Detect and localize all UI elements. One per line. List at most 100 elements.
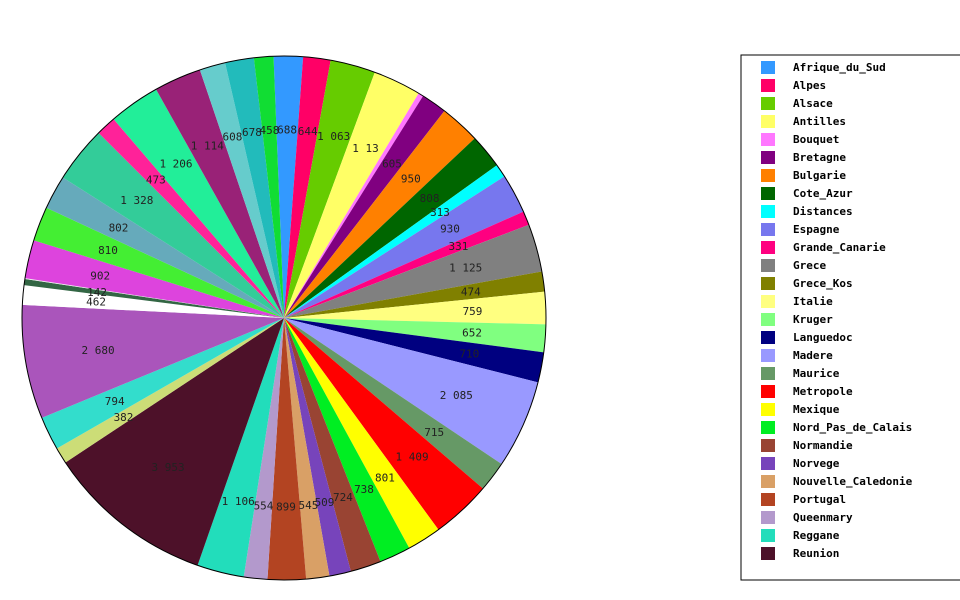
pie-slice	[199, 62, 284, 319]
pie-slices	[21, 55, 547, 581]
pie-slice	[56, 318, 284, 463]
legend-swatch	[761, 403, 775, 416]
slice-label: 950	[401, 172, 421, 185]
legend-label: Grece	[793, 259, 826, 272]
pie-slice	[284, 95, 445, 319]
slice-label: 474	[461, 286, 481, 299]
legend-swatch	[761, 295, 775, 308]
legend-label: Kruger	[793, 313, 833, 326]
legend-swatch	[761, 151, 775, 164]
slice-label: 724	[333, 491, 353, 504]
legend-swatch	[761, 331, 775, 344]
slice-label: 605	[382, 157, 402, 170]
legend-label: Antilles	[793, 115, 846, 128]
slice-label: 738	[354, 483, 374, 496]
slice-label: 3 953	[152, 461, 185, 474]
pie-slice	[156, 69, 284, 319]
slice-label: 899	[276, 501, 296, 514]
legend-label: Mexique	[793, 403, 840, 416]
pie-slice	[284, 318, 483, 530]
pie-slice	[284, 271, 545, 318]
legend-label: Alsace	[793, 97, 833, 110]
legend-label: Bretagne	[793, 151, 846, 164]
pie-outline	[21, 55, 547, 581]
slice-label: 2 085	[440, 389, 473, 402]
legend-label: Bulgarie	[793, 169, 846, 182]
slice-label: 802	[109, 222, 129, 235]
slice-label: 1 206	[159, 157, 192, 170]
legend-swatch	[761, 277, 775, 290]
pie-slice	[284, 318, 410, 562]
legend-label: Italie	[793, 295, 833, 308]
slice-label: 1 13	[352, 142, 379, 155]
legend-swatch	[761, 223, 775, 236]
slice-label: 688	[277, 123, 297, 136]
legend-swatch	[761, 385, 775, 398]
slice-label: 652	[462, 327, 482, 340]
pie-slice	[284, 318, 330, 580]
pie-slice	[284, 318, 381, 572]
pie-slice	[225, 57, 284, 319]
slice-label: 715	[424, 426, 444, 439]
slice-label: 930	[440, 223, 460, 236]
pie-slice	[24, 278, 284, 318]
slice-label: 382	[114, 411, 134, 424]
legend-swatch	[761, 61, 775, 74]
legend-swatch	[761, 205, 775, 218]
legend-swatch	[761, 241, 775, 254]
slice-label: 902	[90, 270, 110, 283]
legend-label: Grande_Canarie	[793, 241, 886, 254]
slice-label: 759	[463, 305, 483, 318]
pie-slice	[284, 318, 439, 549]
legend: Afrique_du_Sud Alpes Alsace Antilles Bouquet…	[740, 54, 960, 581]
slice-label: 710	[459, 348, 479, 361]
slice-label: 1 409	[396, 451, 429, 464]
legend-label: Languedoc	[793, 331, 853, 344]
pie-slice	[284, 318, 544, 383]
legend-swatch	[761, 115, 775, 128]
slice-label: 1 106	[222, 495, 255, 508]
legend-swatch	[761, 169, 775, 182]
legend-label: Madere	[793, 349, 833, 362]
slice-label: 644	[298, 125, 318, 138]
pie-slice	[284, 93, 424, 318]
legend-swatch	[761, 133, 775, 146]
legend-swatch	[761, 349, 775, 362]
legend-label: Afrique_du_Sud	[793, 61, 886, 74]
legend-label: Queenmary	[793, 511, 853, 524]
pie-slice	[284, 224, 542, 318]
legend-swatch	[761, 259, 775, 272]
pie-slice	[284, 318, 538, 465]
slice-label: 794	[105, 395, 125, 408]
legend-box	[740, 54, 960, 581]
pie-slice	[284, 318, 546, 353]
legend-label: Maurice	[793, 367, 840, 380]
legend-swatch	[761, 313, 775, 326]
legend-label: Bouquet	[793, 133, 839, 146]
legend-label: Normandie	[793, 439, 853, 452]
pie-slice	[62, 132, 285, 318]
legend-label: Grece_Kos	[793, 277, 853, 290]
slice-label: 678	[242, 126, 262, 139]
legend-swatch	[761, 529, 775, 542]
legend-swatch	[761, 547, 775, 560]
pie-slice	[273, 55, 304, 319]
slice-label: 313	[430, 206, 450, 219]
pie-slice	[197, 318, 284, 577]
slice-label: 1 328	[120, 194, 153, 207]
legend-label: Portugal	[793, 493, 846, 506]
pie-slice	[22, 304, 285, 418]
slice-label: 331	[448, 240, 468, 253]
pie-slice	[243, 318, 284, 580]
slice-label: 808	[420, 192, 440, 205]
slice-label: 462	[86, 295, 106, 308]
pie-slice	[98, 119, 284, 318]
legend-swatch	[761, 457, 775, 470]
legend-label: Metropole	[793, 385, 853, 398]
legend-label: Reunion	[793, 547, 839, 560]
slice-label: 1 114	[191, 140, 224, 153]
pie-slice	[267, 318, 307, 581]
legend-swatch	[761, 97, 775, 110]
